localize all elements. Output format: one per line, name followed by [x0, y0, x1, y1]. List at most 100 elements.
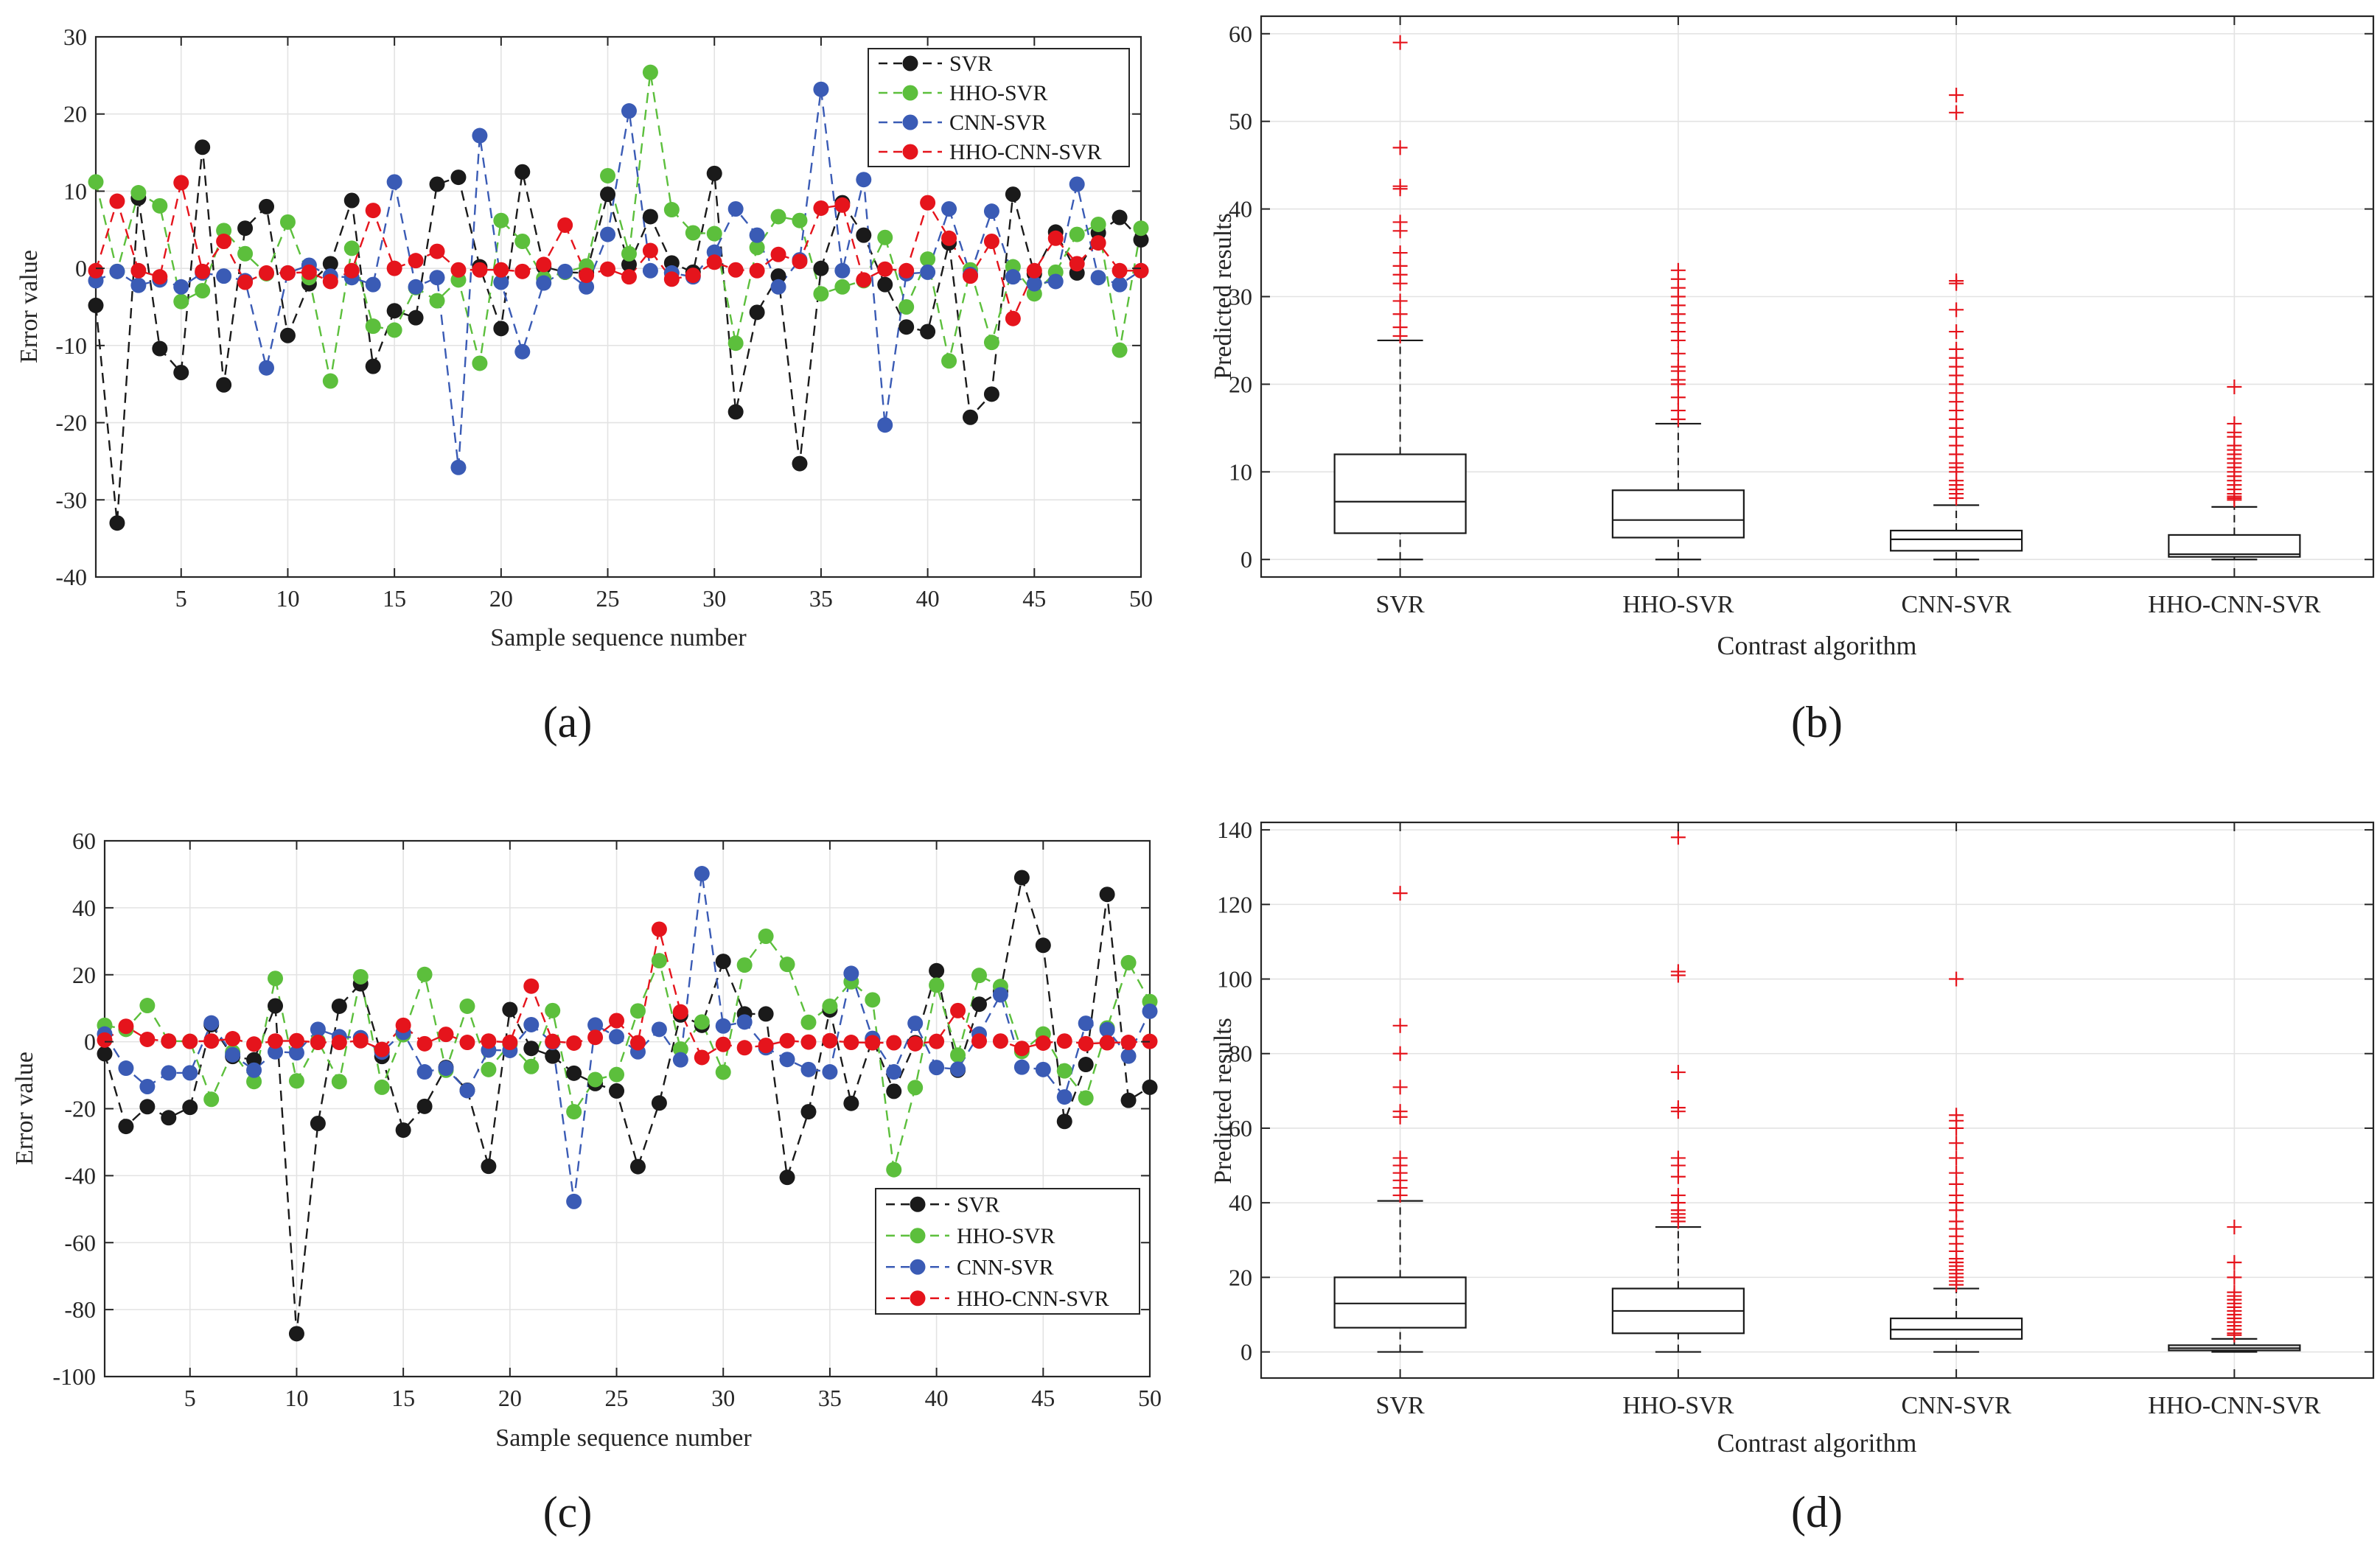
data-point: [920, 195, 936, 211]
data-point: [237, 220, 254, 237]
data-point: [1026, 262, 1042, 279]
data-point: [715, 954, 731, 970]
data-point: [88, 174, 104, 190]
data-point: [651, 921, 667, 937]
data-point: [514, 263, 531, 279]
data-point: [898, 319, 915, 335]
y-tick-label: -100: [52, 1363, 96, 1390]
x-tick-label: 20: [489, 585, 513, 612]
data-point: [331, 1035, 347, 1051]
data-point: [1056, 1033, 1072, 1049]
panel-d-y-axis-label: Predicted results: [1210, 1018, 1237, 1184]
data-point: [992, 1033, 1008, 1049]
x-tick-label: 5: [184, 1385, 196, 1411]
legend-label: HHO-CNN-SVR: [949, 140, 1102, 164]
data-point: [749, 227, 765, 243]
legend-marker: [910, 1290, 926, 1307]
data-point: [736, 1014, 753, 1030]
panel-d-y-ticks: 0 20 40 60 80 100 120 140: [1217, 817, 2373, 1366]
legend-marker: [902, 144, 918, 160]
data-point: [438, 1060, 454, 1077]
data-point: [139, 998, 156, 1014]
data-point: [579, 279, 595, 295]
data-point: [502, 1035, 518, 1051]
data-point: [279, 214, 296, 230]
data-point: [259, 198, 275, 214]
data-point: [600, 226, 616, 242]
data-point: [1120, 1035, 1137, 1051]
data-point: [800, 1034, 817, 1050]
data-point: [1090, 270, 1106, 286]
y-tick-label: 140: [1217, 817, 1252, 843]
panel-b-y-ticks: 0 10 20 30 40 50 60: [1229, 21, 2373, 573]
data-point: [907, 1015, 924, 1032]
data-point: [920, 251, 936, 268]
data-point: [288, 1073, 304, 1089]
data-point: [459, 1083, 475, 1099]
data-point: [727, 404, 744, 420]
data-point: [941, 353, 957, 369]
data-point: [493, 212, 509, 228]
x-tick-label: 5: [175, 585, 187, 612]
legend-label: SVR: [949, 52, 992, 76]
data-point: [813, 81, 829, 97]
data-point: [886, 1064, 902, 1080]
data-point: [1078, 1090, 1094, 1106]
data-point: [600, 186, 616, 203]
series-line: [94, 72, 1142, 382]
y-tick-label: 60: [1229, 21, 1252, 47]
x-tick-label: 50: [1138, 1385, 1162, 1411]
legend-label: CNN-SVR: [949, 111, 1047, 135]
data-point: [579, 268, 595, 284]
data-point: [621, 256, 637, 273]
y-tick-label: -20: [55, 410, 87, 436]
data-point: [813, 260, 829, 276]
data-point: [118, 1119, 134, 1135]
data-point: [672, 1041, 688, 1057]
data-point: [642, 64, 658, 80]
data-point: [600, 261, 616, 277]
x-tick-label: 45: [1031, 1385, 1055, 1411]
data-point: [779, 957, 795, 973]
data-point: [1056, 1089, 1072, 1105]
data-point: [706, 254, 722, 270]
data-point: [609, 1029, 625, 1045]
data-point: [877, 229, 893, 245]
data-point: [1078, 1057, 1094, 1073]
data-point: [481, 1158, 497, 1175]
data-point: [1047, 273, 1064, 290]
data-point: [600, 167, 616, 183]
data-point: [886, 1035, 902, 1051]
data-point: [877, 261, 893, 277]
data-point: [97, 1046, 113, 1062]
data-point: [962, 268, 978, 284]
data-point: [694, 866, 710, 882]
data-point: [758, 1006, 774, 1022]
data-point: [502, 1001, 518, 1018]
data-point: [770, 246, 786, 262]
x-tick-label: HHO-SVR: [1622, 591, 1734, 618]
data-point: [950, 1061, 966, 1077]
data-point: [1078, 1035, 1094, 1052]
data-point: [237, 245, 254, 262]
data-point: [672, 1004, 688, 1020]
y-tick-label: 20: [63, 101, 87, 127]
panel-b-x-ticks: SVR HHO-SVR CNN-SVR HHO-CNN-SVR: [1376, 16, 2321, 618]
data-point: [416, 1035, 433, 1052]
data-point: [195, 283, 211, 299]
data-point: [621, 103, 637, 119]
data-point: [983, 335, 999, 351]
data-point: [941, 230, 957, 246]
data-point: [843, 965, 859, 982]
data-point: [983, 203, 999, 220]
panel-c-y-ticks: -100 -80 -60 -40 -20 0 20 40 60: [52, 828, 1150, 1390]
data-point: [88, 262, 104, 279]
data-point: [1090, 235, 1106, 251]
data-point: [834, 262, 851, 279]
data-point: [715, 1036, 731, 1052]
data-point: [907, 1035, 924, 1052]
panel-a-x-ticks: 5 10 15 20 25 30 35 40 45 50: [175, 37, 1153, 612]
panel-a-line-chart: 5 10 15 20 25 30 35 40 45 50 -40-30-20-100102030 …: [15, 24, 1153, 746]
x-tick-label: 25: [596, 585, 620, 612]
